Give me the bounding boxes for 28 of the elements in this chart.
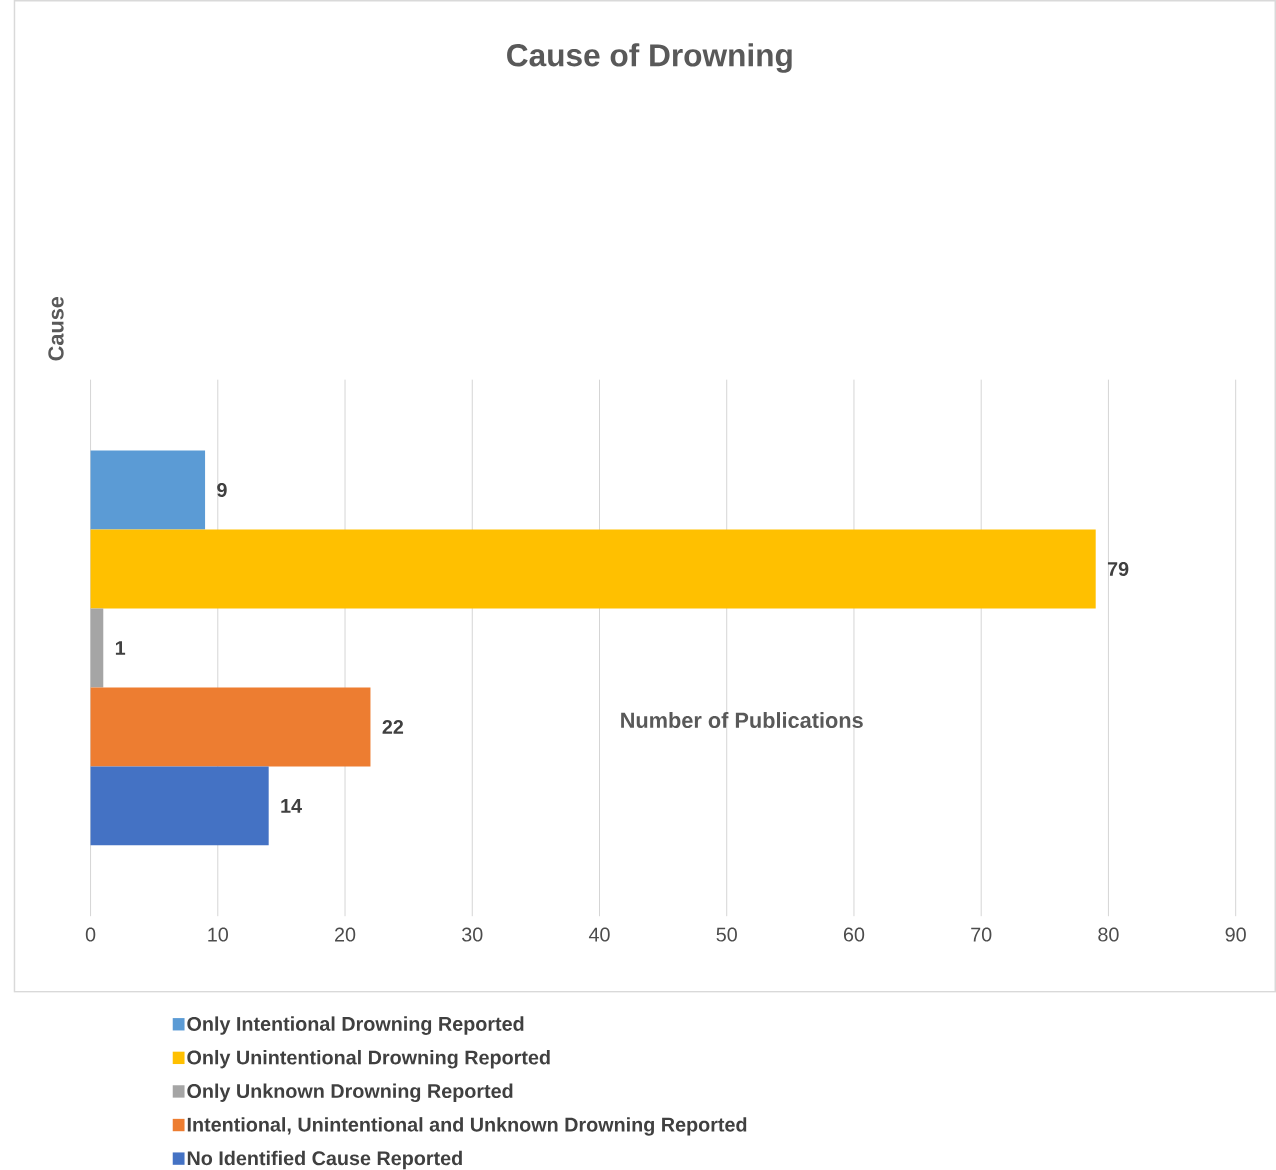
- x-tick-label: 70: [971, 927, 992, 942]
- data-label: 1: [115, 640, 126, 655]
- y-axis-title: Cause: [48, 296, 64, 361]
- legend-label: Only Intentional Drowning Reported: [187, 1016, 524, 1035]
- x-tick-label: 10: [208, 927, 228, 942]
- legend-label: No Identified Cause Reported: [187, 1150, 462, 1169]
- bar: [90, 687, 371, 767]
- x-axis-title: Number of Publications: [621, 711, 863, 728]
- data-label: 9: [217, 482, 227, 497]
- bar: [90, 608, 104, 688]
- bar: [90, 766, 269, 846]
- data-label: 22: [382, 719, 404, 734]
- legend-label: Intentional, Unintentional and Unknown Drowning Reported: [187, 1116, 747, 1136]
- x-tick-label: 30: [462, 927, 483, 942]
- chart-title: Cause of Drowning: [507, 43, 792, 73]
- data-label: 79: [1107, 561, 1129, 576]
- x-tick-label: 90: [1225, 927, 1246, 942]
- legend-label: Only Unknown Drowning Reported: [187, 1083, 513, 1102]
- x-tick-label: 60: [843, 927, 865, 942]
- bar: [90, 450, 206, 530]
- data-label: 14: [281, 798, 302, 813]
- legend-label: Only Unintentional Drowning Reported: [187, 1049, 550, 1069]
- x-tick-label: 20: [335, 927, 356, 942]
- x-tick-label: 40: [588, 927, 610, 942]
- x-tick-label: 50: [716, 927, 737, 942]
- x-tick-label: 0: [85, 927, 96, 942]
- x-tick-label: 80: [1098, 927, 1119, 942]
- bar: [90, 529, 1096, 609]
